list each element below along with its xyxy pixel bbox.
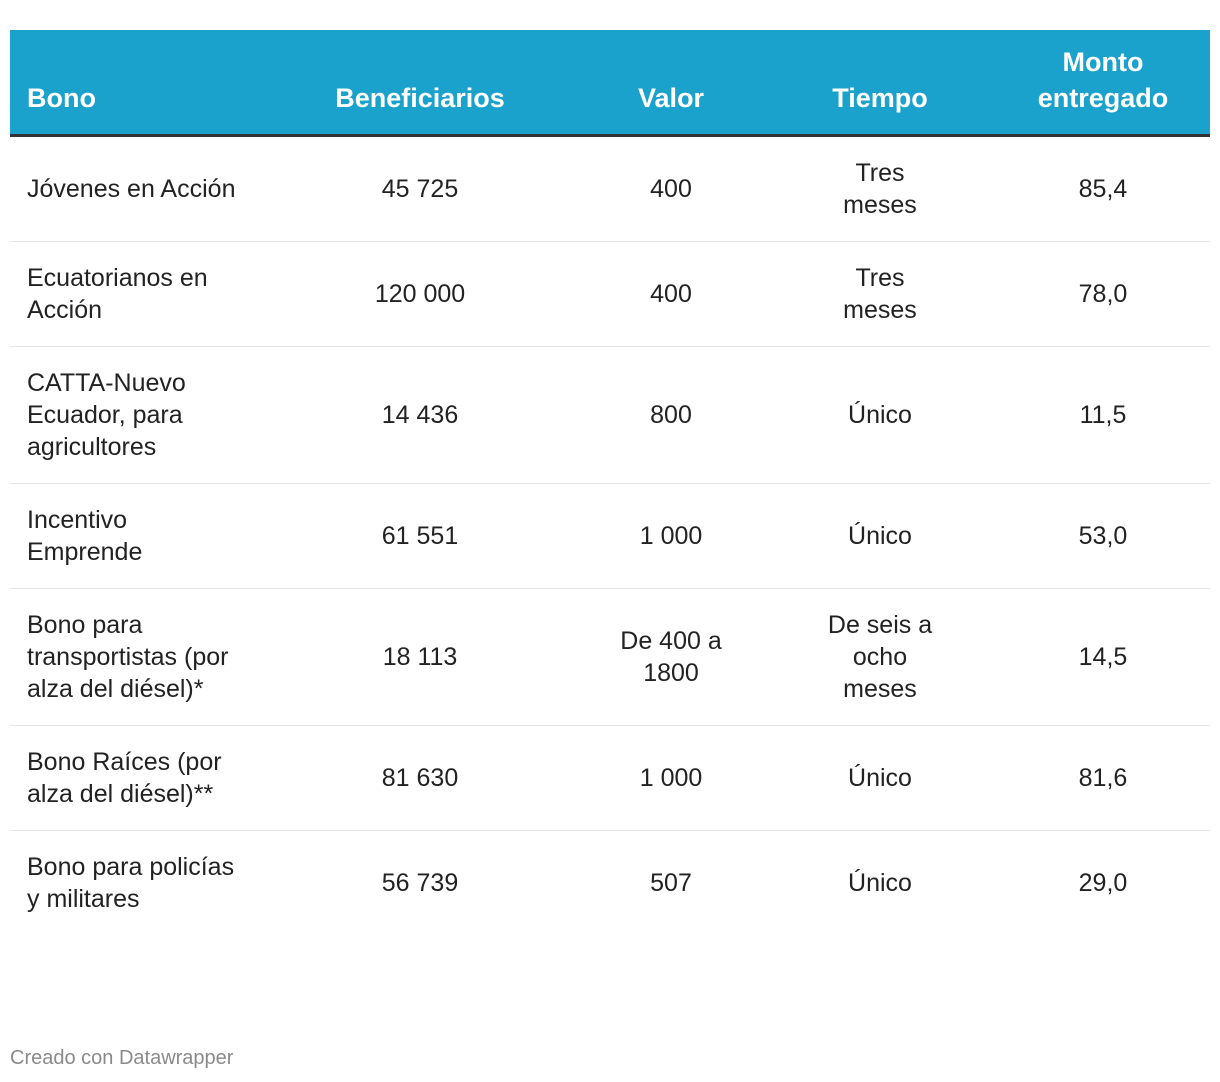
table-cell: 29,0 bbox=[1078, 869, 1128, 897]
table-cell: 800 bbox=[578, 346, 764, 484]
header-row: Bono Beneficiarios Valor Tiempo Monto entreg… bbox=[10, 30, 1210, 137]
header-cell: Bono bbox=[10, 30, 262, 137]
header-cell: Tiempo bbox=[764, 30, 996, 137]
table-cell: 81 630 bbox=[262, 725, 578, 831]
table-cell: Bono para transportistas (por alza del d… bbox=[10, 588, 262, 726]
table-cell: Tres meses bbox=[764, 135, 996, 242]
table-cell: 14 436 bbox=[262, 346, 578, 484]
table-cell: Incentivo Emprende bbox=[10, 483, 262, 589]
table-row: Jóvenes en Acción 45 725 400 Tres meses 85,4 bbox=[10, 135, 1210, 242]
data-table: Bono Beneficiarios Valor Tiempo Monto entreg… bbox=[10, 30, 1210, 935]
table-cell: 45 725 bbox=[262, 135, 578, 242]
table-cell: Tres meses bbox=[764, 241, 996, 347]
header-cell: Monto entregado bbox=[996, 30, 1210, 137]
table-cell: 61 551 bbox=[262, 483, 578, 589]
table-cell: Único bbox=[764, 725, 996, 831]
table-body: Jóvenes en Acción 45 725 400 Tres meses 85,4… bbox=[10, 135, 1210, 936]
table-cell: De seis a ocho meses bbox=[764, 588, 996, 726]
table-row: Bono para transportistas (por alza del d… bbox=[10, 588, 1210, 726]
table-cell: 18 113 bbox=[262, 588, 578, 726]
table-cell: Único bbox=[848, 869, 912, 897]
table-cell: 78,0 bbox=[996, 241, 1210, 347]
header-cell: Beneficiarios bbox=[262, 30, 578, 137]
table-row: Bono Raíces (por alza del diésel)** 81 63… bbox=[10, 725, 1210, 831]
table-cell: Jóvenes en Acción bbox=[10, 135, 262, 242]
table-cell: Único bbox=[764, 483, 996, 589]
table-cell: 81,6 bbox=[996, 725, 1210, 831]
table-cell: 53,0 bbox=[996, 483, 1210, 589]
header-cell: Valor bbox=[578, 30, 764, 137]
table-cell: 400 bbox=[578, 241, 764, 347]
table-cell: Único bbox=[764, 346, 996, 484]
table-cell: 85,4 bbox=[996, 135, 1210, 242]
table-cell: Bono para policías y militares bbox=[27, 853, 235, 913]
table-cell: De 400 a 1800 bbox=[578, 588, 764, 726]
table-cell: 56 739 bbox=[381, 869, 459, 897]
table-row: Incentivo Emprende 61 551 1 000 Único 53,0 bbox=[10, 483, 1210, 589]
table-row: Bono para policías y militares 56 739 507 Ú… bbox=[10, 831, 1210, 936]
table-cell: 1 000 bbox=[578, 725, 764, 831]
table-cell: 507 bbox=[650, 869, 692, 897]
table-cell: 120 000 bbox=[262, 241, 578, 347]
table-cell: 11,5 bbox=[996, 346, 1210, 484]
table-cell: Ecuatorianos en Acción bbox=[10, 241, 262, 347]
table-cell: CATTA-Nuevo Ecuador, para agricultores bbox=[10, 346, 262, 484]
footer-note: Creado con Datawrapper bbox=[10, 1047, 234, 1069]
table-row: Ecuatorianos en Acción 120 000 400 Tres mes… bbox=[10, 241, 1210, 347]
table-row: CATTA-Nuevo Ecuador, para agricultores 14… bbox=[10, 346, 1210, 484]
table-cell: 400 bbox=[578, 135, 764, 242]
table-cell: Bono Raíces (por alza del diésel)** bbox=[10, 725, 262, 831]
table-cell: 1 000 bbox=[578, 483, 764, 589]
table-cell: 14,5 bbox=[996, 588, 1210, 726]
